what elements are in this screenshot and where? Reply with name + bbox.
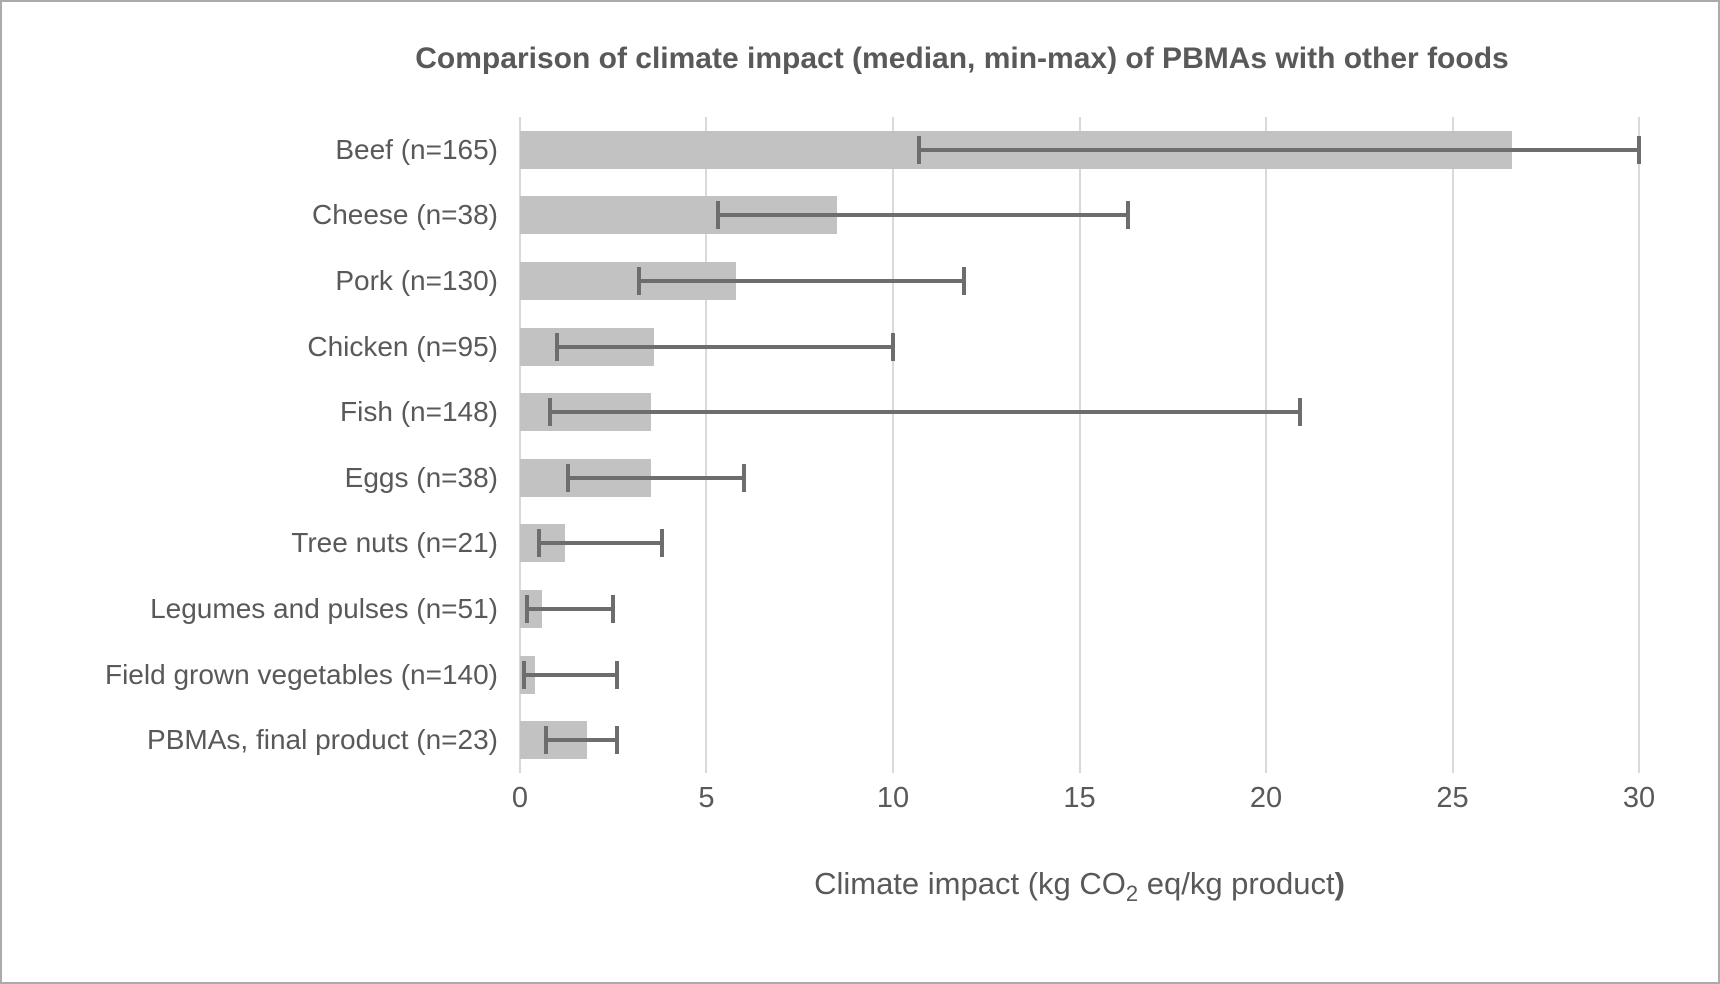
chart-row — [520, 379, 1639, 445]
x-tick-label: 0 — [511, 782, 529, 814]
category-axis: Beef (n=165) Cheese (n=38) Pork (n=130) Chi… — [2, 117, 498, 773]
error-bar-max-cap — [1297, 398, 1302, 427]
error-bar-max-cap — [961, 266, 966, 295]
chart-row — [520, 642, 1639, 708]
x-tick-label: 15 — [1063, 782, 1096, 814]
category-label: Cheese (n=38) — [311, 199, 498, 231]
x-axis-ticks: 0 5 10 15 20 25 30 — [512, 782, 1655, 822]
chart-row — [520, 707, 1639, 773]
error-bar-line — [919, 147, 1639, 152]
x-axis-title-subscript: 2 — [1125, 881, 1139, 907]
x-tick-label: 5 — [698, 782, 715, 814]
category-label: Chicken (n=95) — [307, 330, 498, 362]
gridline — [705, 117, 708, 773]
error-bar-min-cap — [525, 594, 530, 623]
gridline — [1078, 117, 1081, 773]
error-bar-min-cap — [555, 332, 560, 361]
x-axis-title-text: Climate impact (kg CO — [814, 866, 1126, 901]
error-bar-line — [538, 541, 662, 546]
chart-row — [520, 314, 1639, 380]
category-label: Field grown vegetables (n=140) — [104, 658, 498, 690]
x-tick-label: 30 — [1622, 782, 1656, 814]
chart-row — [520, 511, 1639, 577]
x-axis-title-suffix: eq/kg product — [1138, 866, 1335, 901]
gridline — [519, 117, 521, 773]
error-bar-max-cap — [611, 594, 616, 623]
x-tick-label: 20 — [1249, 782, 1283, 814]
error-bar-line — [549, 410, 1300, 415]
category-label: Tree nuts (n=21) — [291, 527, 498, 559]
error-bar-line — [717, 213, 1128, 218]
plot-area — [519, 117, 1641, 773]
gridline — [1638, 117, 1640, 773]
error-bar-line — [523, 672, 617, 677]
gridline — [891, 117, 894, 773]
category-label: Fish (n=148) — [340, 396, 498, 428]
error-bar-min-cap — [566, 463, 571, 492]
error-bar-min-cap — [917, 135, 922, 164]
x-axis-title-close-paren: ) — [1334, 866, 1345, 901]
error-bar-max-cap — [614, 726, 619, 755]
chart-row — [520, 576, 1639, 642]
error-bar-line — [639, 278, 964, 283]
chart-row — [520, 117, 1641, 183]
error-bar-min-cap — [544, 726, 549, 755]
error-bar-min-cap — [536, 529, 541, 558]
category-label: Eggs (n=38) — [344, 461, 498, 493]
chart-row — [520, 445, 1639, 511]
chart-row — [520, 248, 1639, 314]
error-bar-line — [568, 475, 744, 480]
error-bar-line — [527, 606, 614, 611]
x-axis-title: Climate impact (kg CO2 eq/kg product) — [520, 866, 1639, 907]
category-label: Pork (n=130) — [335, 264, 498, 296]
error-bar-line — [557, 344, 893, 349]
error-bar-max-cap — [890, 332, 895, 361]
error-bar-min-cap — [521, 660, 526, 689]
chart-title: Comparison of climate impact (median, mi… — [415, 42, 1509, 75]
error-bar-max-cap — [1125, 201, 1130, 230]
error-bar-max-cap — [614, 660, 619, 689]
error-bar-min-cap — [547, 398, 552, 427]
error-bar-line — [546, 738, 617, 743]
x-tick-label: 10 — [876, 782, 910, 814]
error-bar-min-cap — [715, 201, 720, 230]
error-bar-max-cap — [659, 529, 664, 558]
gridline — [1451, 117, 1454, 773]
error-bar-max-cap — [741, 463, 746, 492]
chart-row — [520, 183, 1639, 249]
error-bar-max-cap — [1637, 135, 1641, 164]
gridline — [1264, 117, 1267, 773]
x-tick-label: 25 — [1436, 782, 1469, 814]
category-label: Legumes and pulses (n=51) — [150, 592, 498, 624]
category-label: Beef (n=165) — [335, 133, 498, 165]
error-bar-min-cap — [637, 266, 642, 295]
category-label: PBMAs, final product (n=23) — [147, 724, 498, 756]
